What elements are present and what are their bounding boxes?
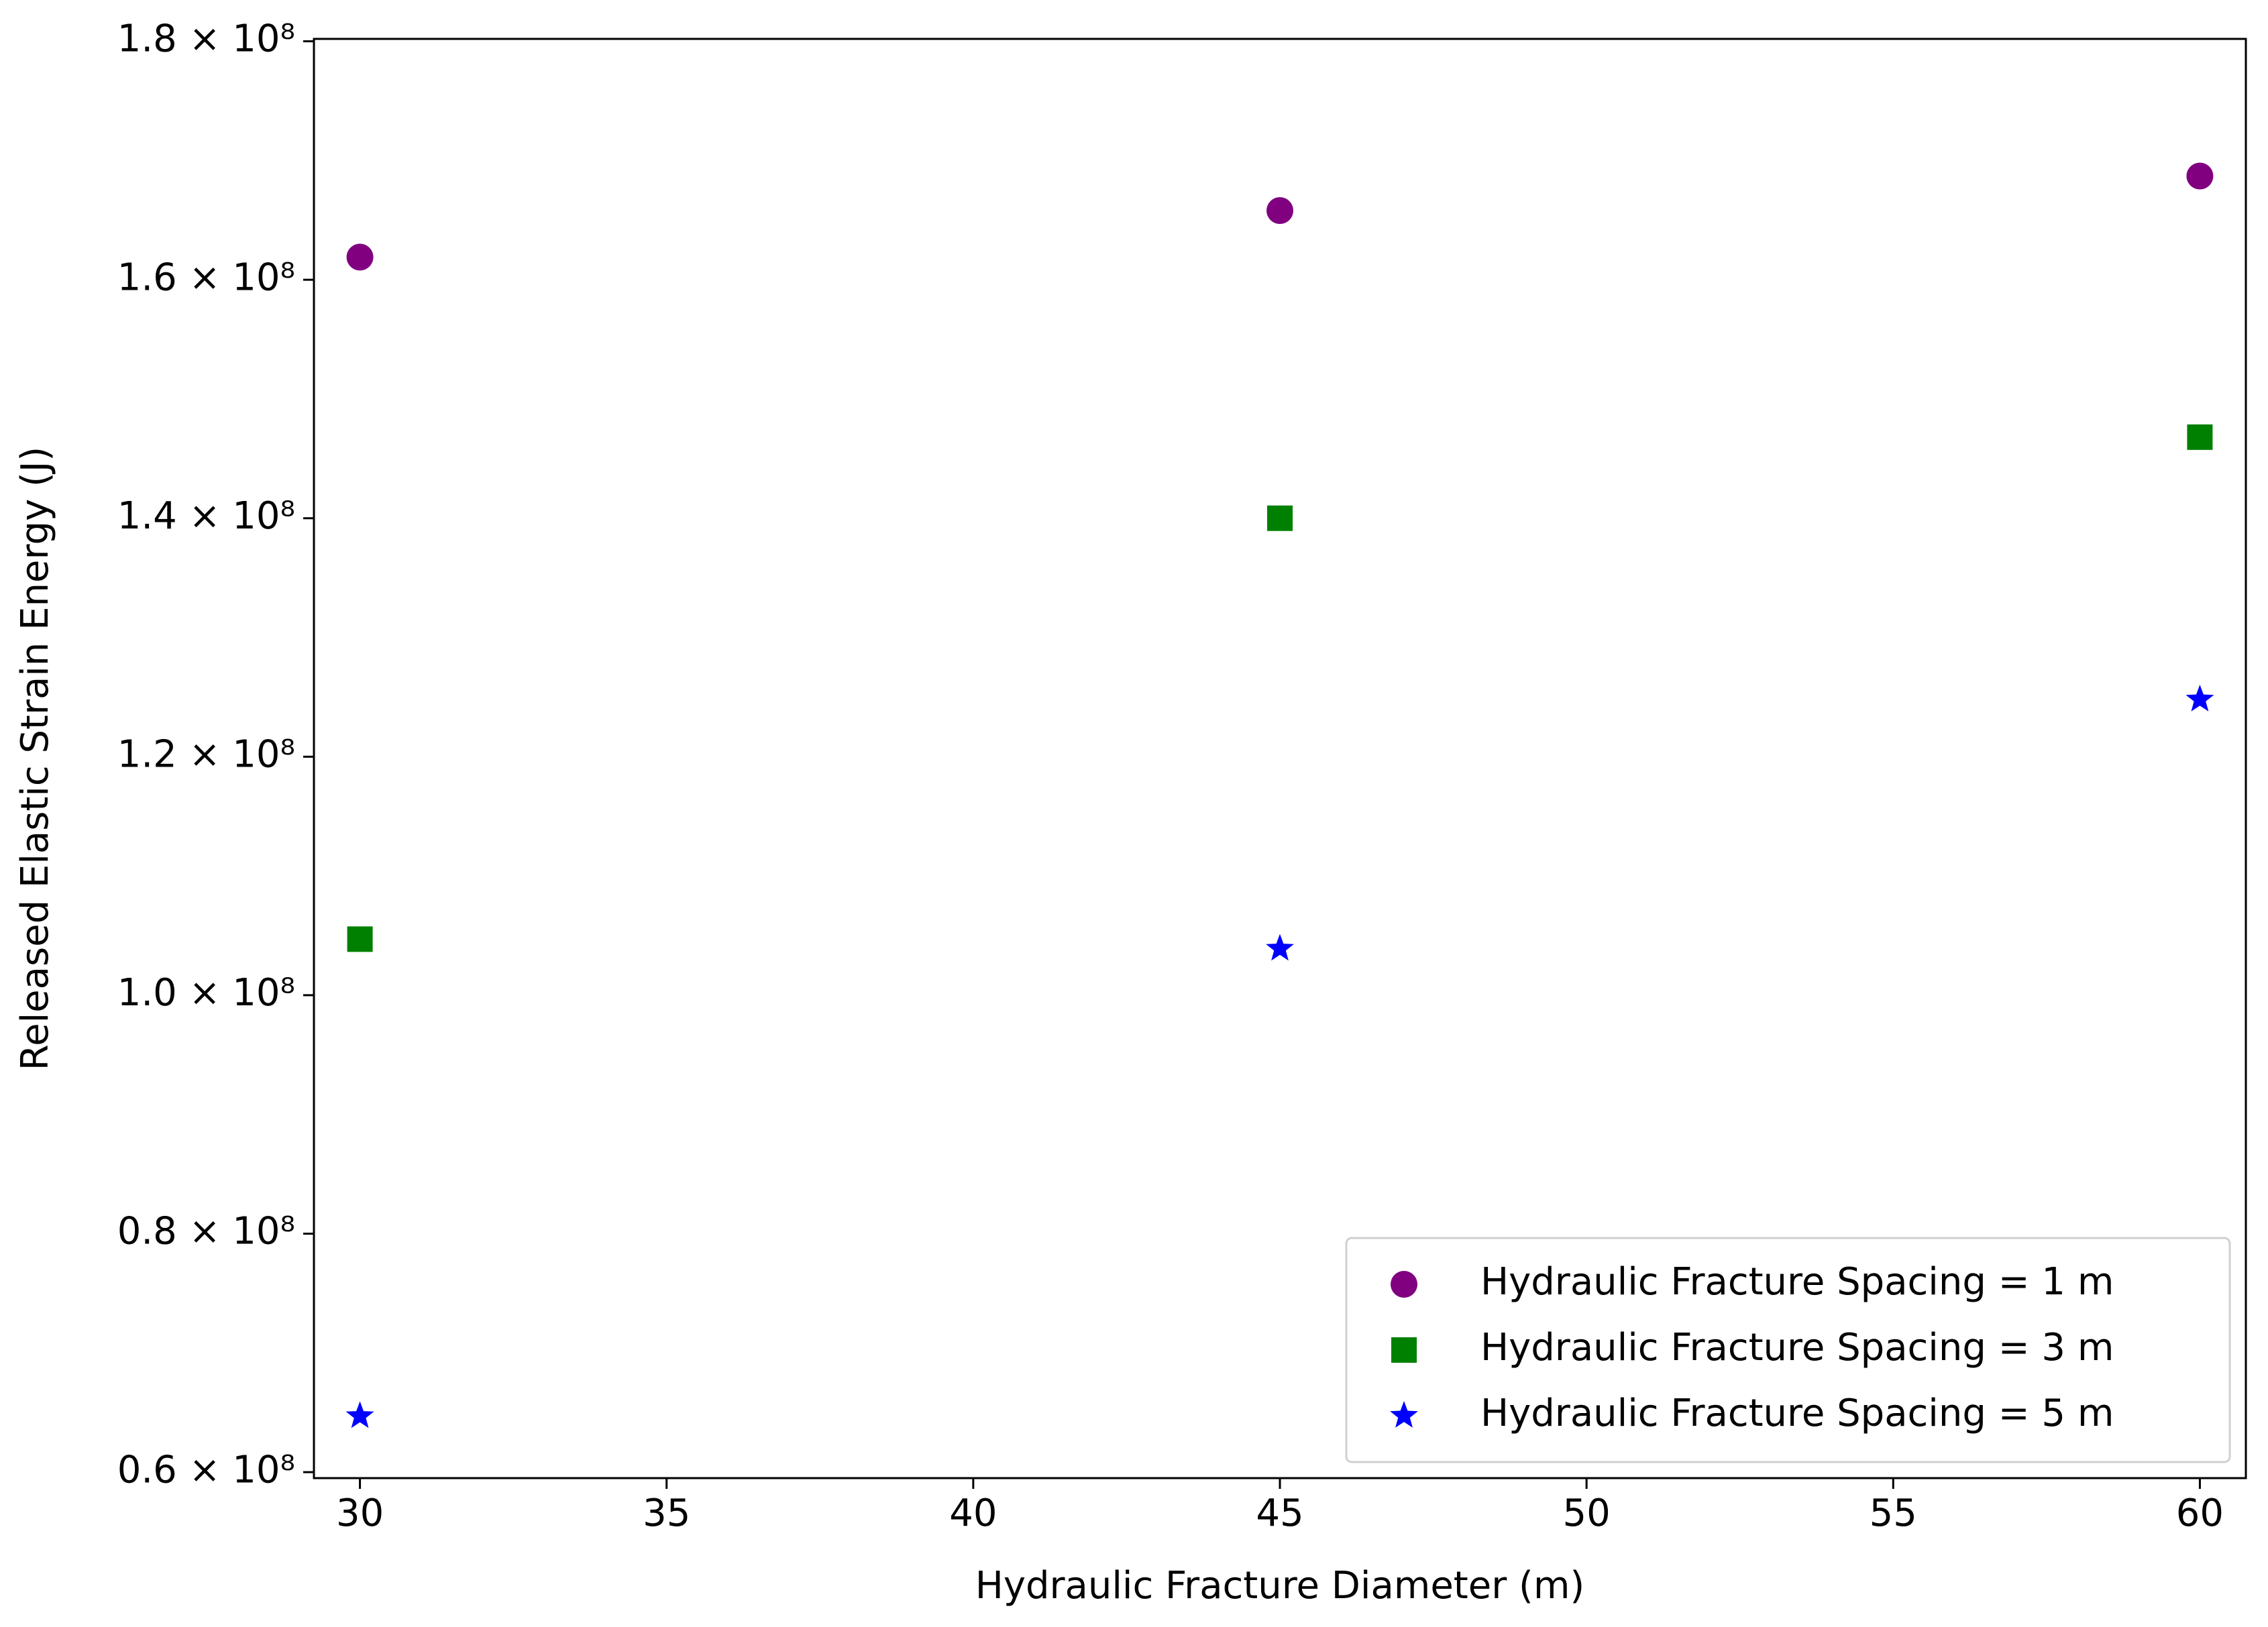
y-tick-label: 1.6 × 10⁸ — [117, 256, 295, 299]
plot-frame — [313, 38, 2247, 1479]
y-tick-label: 0.8 × 10⁸ — [117, 1210, 295, 1253]
legend-label: Hydraulic Fracture Spacing = 3 m — [1480, 1326, 2114, 1369]
data-point — [1266, 197, 1293, 225]
x-axis-label: Hydraulic Fracture Diameter (m) — [975, 1564, 1585, 1608]
legend-marker — [1391, 1271, 1417, 1298]
x-tick-label: 55 — [1870, 1492, 1917, 1535]
x-tick-label: 35 — [643, 1492, 690, 1535]
x-tick-label: 30 — [336, 1492, 384, 1535]
y-tick-label: 1.0 × 10⁸ — [117, 971, 295, 1015]
x-tick-label: 45 — [1256, 1492, 1303, 1535]
data-point — [1267, 505, 1293, 531]
y-tick-label: 1.4 × 10⁸ — [117, 494, 295, 538]
legend-marker — [1391, 1337, 1417, 1363]
legend-label: Hydraulic Fracture Spacing = 1 m — [1480, 1260, 2114, 1304]
y-tick-label: 1.8 × 10⁸ — [117, 17, 295, 61]
data-point — [2187, 424, 2213, 450]
data-point — [2186, 162, 2214, 190]
x-tick-label: 40 — [949, 1492, 997, 1535]
x-tick-label: 50 — [1563, 1492, 1611, 1535]
data-point — [347, 926, 373, 952]
y-axis-label: Released Elastic Strain Energy (J) — [13, 447, 57, 1070]
x-tick-label: 60 — [2176, 1492, 2224, 1535]
legend-marker — [1390, 1401, 1418, 1428]
y-tick-label: 0.6 × 10⁸ — [117, 1448, 295, 1492]
legend-box — [1345, 1237, 2231, 1463]
y-tick-label: 1.2 × 10⁸ — [117, 732, 295, 776]
data-point — [1266, 934, 1294, 961]
data-point — [345, 1401, 374, 1428]
data-point — [346, 243, 374, 271]
data-point — [2185, 685, 2214, 712]
legend-label: Hydraulic Fracture Spacing = 5 m — [1480, 1392, 2114, 1435]
